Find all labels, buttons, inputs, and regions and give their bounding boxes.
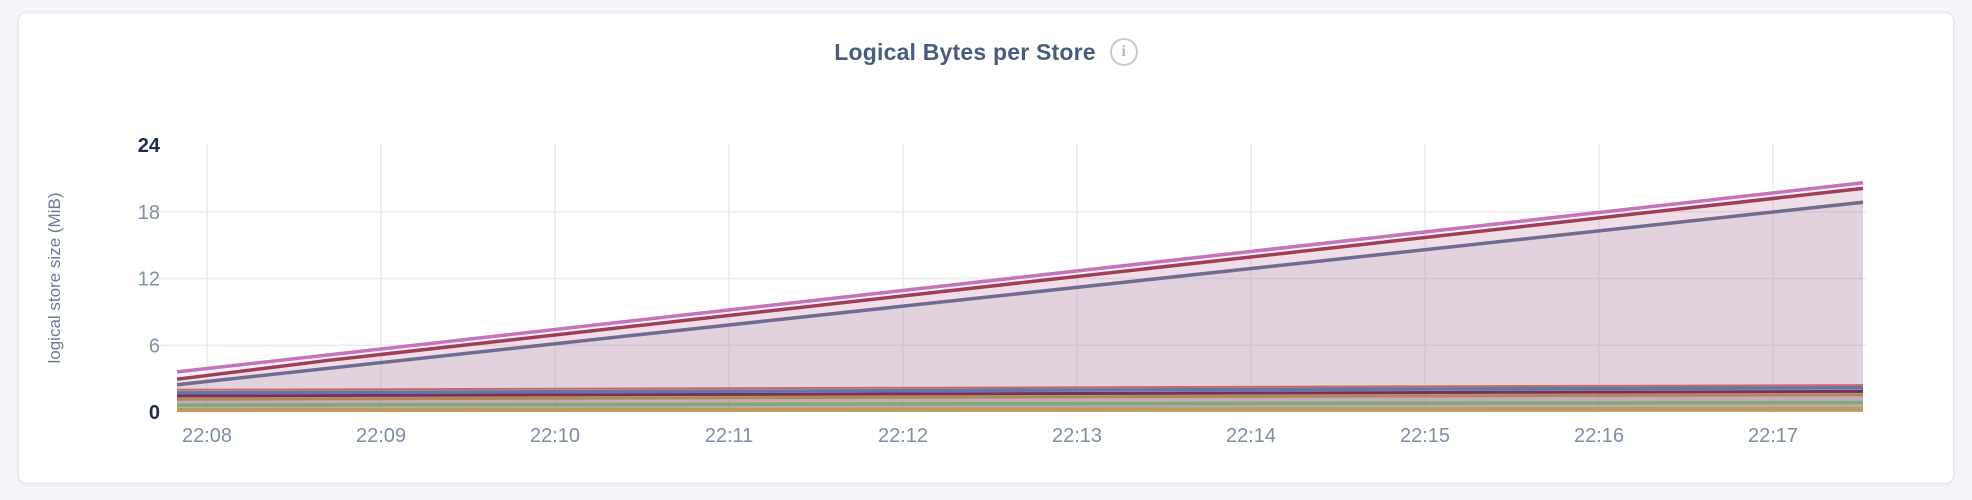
- y-tick-label: 24: [138, 135, 161, 157]
- y-tick-label: 12: [138, 269, 160, 291]
- chart-header: Logical Bytes per Store i: [18, 36, 1954, 68]
- y-tick-label: 0: [149, 402, 160, 424]
- x-tick-label: 22:17: [1748, 425, 1798, 447]
- info-icon[interactable]: i: [1109, 38, 1138, 66]
- series-line-series-1-rising-pink: [176, 181, 1864, 374]
- x-tick-label: 22:13: [1052, 425, 1102, 447]
- y-tick-label: 6: [149, 335, 160, 357]
- chart-title: Logical Bytes per Store: [834, 38, 1096, 65]
- x-tick-label: 22:15: [1400, 425, 1450, 447]
- x-tick-label: 22:12: [878, 425, 928, 447]
- series-line-series-9-flat-gold: [176, 406, 1864, 412]
- x-tick-label: 22:16: [1574, 425, 1624, 447]
- series-line-series-3-rising-slate: [176, 200, 1864, 387]
- series-line-series-8-flat-green: [176, 400, 1864, 407]
- x-tick-label: 22:14: [1226, 425, 1276, 447]
- x-tick-label: 22:10: [530, 425, 580, 447]
- y-axis-title: logical store size (MiB): [45, 192, 64, 364]
- series-line-series-6-flat-maroon: [176, 389, 1864, 398]
- series-fill-series-1-rising-pink: [177, 182, 1863, 412]
- series-fill-series-3-rising-slate: [177, 202, 1863, 412]
- x-tick-label: 22:08: [182, 425, 232, 447]
- x-tick-label: 22:11: [705, 425, 754, 447]
- series-fill-series-2-rising-red: [177, 188, 1863, 412]
- x-tick-label: 22:09: [356, 425, 406, 447]
- y-tick-label: 18: [138, 202, 160, 224]
- series-line-series-5-flat-blue: [176, 385, 1864, 395]
- series-line-series-4-flat-salmon: [176, 384, 1864, 391]
- series-line-series-7-flat-tan: [176, 393, 1864, 401]
- series-line-series-2-rising-red: [176, 186, 1864, 381]
